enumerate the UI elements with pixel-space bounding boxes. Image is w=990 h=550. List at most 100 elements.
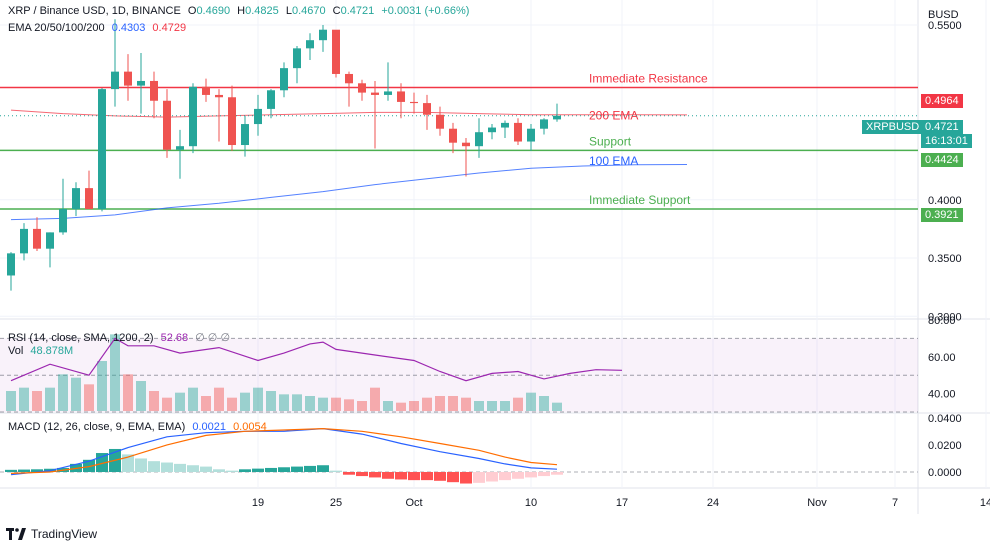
ema-annotation: 100 EMA <box>589 154 638 168</box>
macd-histogram-bar <box>265 467 277 473</box>
candle-body <box>293 48 301 69</box>
candle-body <box>527 128 535 142</box>
macd-histogram-bar <box>382 472 394 479</box>
candle-body <box>163 100 171 150</box>
candle-body <box>553 115 561 120</box>
macd-histogram-bar <box>83 459 95 473</box>
volume-bar <box>71 377 81 411</box>
candle-body <box>124 71 132 86</box>
candle-body <box>215 94 223 98</box>
x-tick-label: 14 <box>980 497 990 509</box>
macd-histogram-bar <box>395 472 407 480</box>
volume-bar <box>500 401 510 411</box>
countdown-label: 16:13:01 <box>921 134 972 148</box>
macd-histogram-bar <box>330 470 342 473</box>
tradingview-logo[interactable]: TradingView <box>6 527 97 541</box>
candle-body <box>241 124 249 146</box>
volume-bar <box>474 401 484 411</box>
price-tick-label: 0.3500 <box>928 253 962 265</box>
candle-body <box>254 108 262 125</box>
candle-body <box>462 142 470 147</box>
macd-histogram-bar <box>512 472 524 479</box>
volume-bar <box>123 374 133 411</box>
tradingview-icon <box>6 528 26 540</box>
symbol-title: XRP / Binance USD, 1D, BINANCE <box>8 5 181 17</box>
candle-body <box>7 253 15 276</box>
candle-body <box>111 71 119 90</box>
volume-bar <box>279 394 289 411</box>
volume-bar <box>110 334 120 411</box>
vol-value: 48.878M <box>30 345 74 357</box>
volume-bar <box>19 387 29 411</box>
macd-histogram-bar <box>434 472 446 481</box>
candle-body <box>59 209 67 233</box>
signal-value: 0.0054 <box>233 421 267 433</box>
open-value: 0.4690 <box>196 5 231 17</box>
volume-bar <box>357 401 367 411</box>
rsi-extra: ∅ ∅ ∅ <box>195 332 231 344</box>
resistance-price-label: 0.4964 <box>921 94 963 108</box>
candle-body <box>306 40 314 49</box>
candle-body <box>267 90 275 109</box>
macd-histogram-bar <box>486 472 498 482</box>
candle-body <box>228 97 236 146</box>
macd-histogram-bar <box>525 472 537 478</box>
volume-bar <box>487 401 497 411</box>
candle-body <box>371 92 379 95</box>
macd-histogram-bar <box>122 454 134 473</box>
candle-body <box>202 86 210 95</box>
macd-histogram-bar <box>408 472 420 481</box>
signal-line <box>10 427 558 474</box>
candle-body <box>436 114 444 129</box>
volume-bar <box>383 401 393 411</box>
last-price-label: 0.4721 <box>921 120 963 134</box>
macd-histogram-bar <box>148 461 160 473</box>
volume-bar <box>370 387 380 411</box>
macd-histogram-bar <box>31 469 43 473</box>
candle-body <box>358 83 366 93</box>
candle-body <box>176 146 184 150</box>
macd-histogram-bar <box>161 462 173 473</box>
candle-body <box>137 80 145 86</box>
ticker-label: XRPBUSD <box>862 120 924 134</box>
rsi-line <box>10 337 623 382</box>
macd-histogram-bar <box>252 468 264 473</box>
volume-bar <box>305 396 315 411</box>
candle-body <box>384 91 392 95</box>
volume-bar <box>32 391 42 411</box>
macd-histogram-bar <box>278 467 290 473</box>
brand-name: TradingView <box>31 527 98 541</box>
macd-label: MACD (12, 26, close, 9, EMA, EMA) <box>8 421 186 433</box>
candle-body <box>189 86 197 147</box>
candle-body <box>280 68 288 91</box>
macd-histogram-bar <box>551 472 563 475</box>
volume-bar <box>318 397 328 411</box>
candle-body <box>501 122 509 128</box>
macd-histogram-bar <box>499 472 511 481</box>
level-label: Immediate Support <box>589 193 691 207</box>
volume-bar <box>253 387 263 411</box>
open-label: O <box>187 5 197 17</box>
macd-histogram-bar <box>5 469 17 473</box>
support-price-label: 0.4424 <box>921 153 963 167</box>
x-tick-label: 17 <box>616 497 628 509</box>
macd-histogram-bar <box>460 472 472 484</box>
macd-histogram-bar <box>200 466 212 473</box>
candle-body <box>98 89 106 210</box>
level-label: Immediate Resistance <box>589 71 708 85</box>
volume-bar <box>344 399 354 411</box>
high-value: 0.4825 <box>245 5 279 17</box>
candle-body <box>20 228 28 254</box>
volume-bar <box>292 394 302 411</box>
volume-bar <box>227 397 237 411</box>
macd-histogram-bar <box>304 465 316 473</box>
x-tick-label: 7 <box>892 497 898 509</box>
macd-histogram-bar <box>213 469 225 473</box>
macd-histogram-bar <box>473 472 485 483</box>
x-tick-label: 10 <box>525 497 537 509</box>
volume-bar <box>175 392 185 411</box>
ema-100-value: 0.4303 <box>111 22 146 34</box>
macd-value: 0.0021 <box>192 421 226 433</box>
level-label: Support <box>589 134 632 148</box>
